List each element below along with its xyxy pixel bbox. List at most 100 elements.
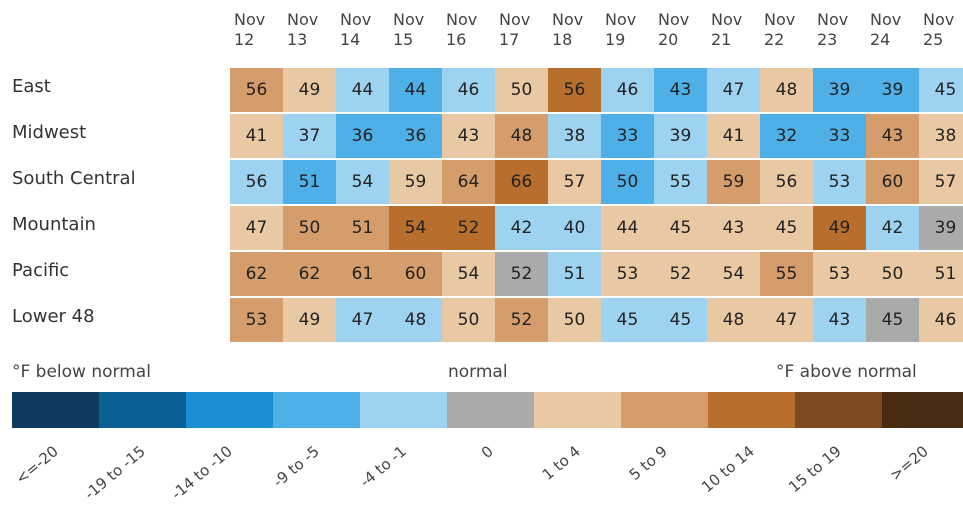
column-label: Nov 15 — [393, 10, 425, 49]
heat-cell — [601, 114, 654, 158]
heat-cell — [495, 298, 548, 342]
heat-cell — [548, 252, 601, 296]
heat-cell — [654, 252, 707, 296]
row-label: Midwest — [12, 122, 87, 143]
legend-label: 15 to 19 — [784, 442, 845, 497]
legend-swatch — [795, 392, 882, 428]
legend-label: 1 to 4 — [538, 442, 584, 484]
column-label: Nov 19 — [605, 10, 637, 49]
heat-cell — [866, 114, 919, 158]
column-label: Nov 18 — [552, 10, 584, 49]
heat-cell — [654, 114, 707, 158]
heat-cell — [654, 206, 707, 250]
heat-cell — [442, 160, 495, 204]
heat-cell — [866, 252, 919, 296]
cell-value: 57 — [563, 172, 586, 192]
heat-cell — [707, 206, 760, 250]
cell-value: 54 — [457, 264, 480, 284]
heat-cell — [760, 68, 813, 112]
heat-cell — [283, 68, 336, 112]
heat-cell — [813, 298, 866, 342]
heat-cell — [707, 68, 760, 112]
cell-value: 51 — [563, 264, 586, 284]
cell-value: 53 — [828, 264, 851, 284]
cell-value: 37 — [298, 126, 321, 146]
cell-value: 56 — [245, 172, 268, 192]
legend-label: -14 to -10 — [167, 442, 236, 504]
heat-cell — [601, 206, 654, 250]
heat-cell — [707, 298, 760, 342]
column-label: Nov 14 — [340, 10, 372, 49]
heat-cell — [442, 114, 495, 158]
cell-value: 39 — [881, 80, 904, 100]
cell-value: 45 — [669, 310, 692, 330]
cell-value: 60 — [404, 264, 427, 284]
column-label: Nov 22 — [764, 10, 796, 49]
cell-value: 45 — [934, 80, 957, 100]
heat-cell — [707, 252, 760, 296]
cell-value: 48 — [722, 310, 745, 330]
cell-value: 52 — [510, 310, 533, 330]
cell-value: 59 — [722, 172, 745, 192]
cell-value: 55 — [669, 172, 692, 192]
cell-value: 50 — [563, 310, 586, 330]
cell-value: 45 — [881, 310, 904, 330]
cell-value: 60 — [881, 172, 904, 192]
heat-cell — [813, 68, 866, 112]
heat-cell — [336, 114, 389, 158]
cell-value: 56 — [775, 172, 798, 192]
heat-cell — [442, 68, 495, 112]
cell-value: 44 — [404, 80, 427, 100]
heat-cell — [813, 252, 866, 296]
legend-swatch — [360, 392, 447, 428]
heat-cell — [230, 114, 283, 158]
heat-cell — [919, 206, 963, 250]
heat-cell — [548, 160, 601, 204]
cell-value: 61 — [351, 264, 374, 284]
cell-value: 56 — [563, 80, 586, 100]
heat-cell — [866, 68, 919, 112]
heat-cell — [389, 206, 442, 250]
legend-label: >=20 — [885, 442, 932, 485]
cell-value: 47 — [775, 310, 798, 330]
heat-cell — [495, 114, 548, 158]
cell-value: 47 — [722, 80, 745, 100]
heat-cell — [495, 68, 548, 112]
heat-cell — [283, 160, 336, 204]
legend-label: 10 to 14 — [697, 442, 758, 497]
cell-value: 49 — [828, 218, 851, 238]
heat-cell — [919, 68, 963, 112]
heat-cell — [866, 298, 919, 342]
cell-value: 52 — [510, 264, 533, 284]
heat-cell — [442, 206, 495, 250]
heat-cell — [919, 114, 963, 158]
column-label: Nov 16 — [446, 10, 478, 49]
cell-value: 50 — [510, 80, 533, 100]
column-label: Nov 23 — [817, 10, 849, 49]
heat-cell — [919, 252, 963, 296]
column-label: Nov 20 — [658, 10, 690, 49]
cell-value: 46 — [934, 310, 957, 330]
legend-swatch — [186, 392, 273, 428]
cell-value: 44 — [351, 80, 374, 100]
legend-label: -9 to -5 — [268, 442, 323, 491]
cell-value: 48 — [404, 310, 427, 330]
cell-value: 59 — [404, 172, 427, 192]
cell-value: 41 — [245, 126, 268, 146]
cell-value: 32 — [775, 126, 798, 146]
heat-cell — [283, 252, 336, 296]
cell-value: 39 — [828, 80, 851, 100]
cell-value: 45 — [775, 218, 798, 238]
heat-cell — [230, 206, 283, 250]
legend-swatch — [882, 392, 963, 428]
column-label: Nov 17 — [499, 10, 531, 49]
heat-cell — [654, 68, 707, 112]
legend-swatch — [708, 392, 795, 428]
heat-cell — [707, 160, 760, 204]
row-label: Lower 48 — [12, 306, 95, 327]
heat-cell — [760, 252, 813, 296]
legend-swatch — [99, 392, 186, 428]
cell-value: 49 — [298, 310, 321, 330]
cell-value: 39 — [934, 218, 957, 238]
cell-value: 36 — [404, 126, 427, 146]
